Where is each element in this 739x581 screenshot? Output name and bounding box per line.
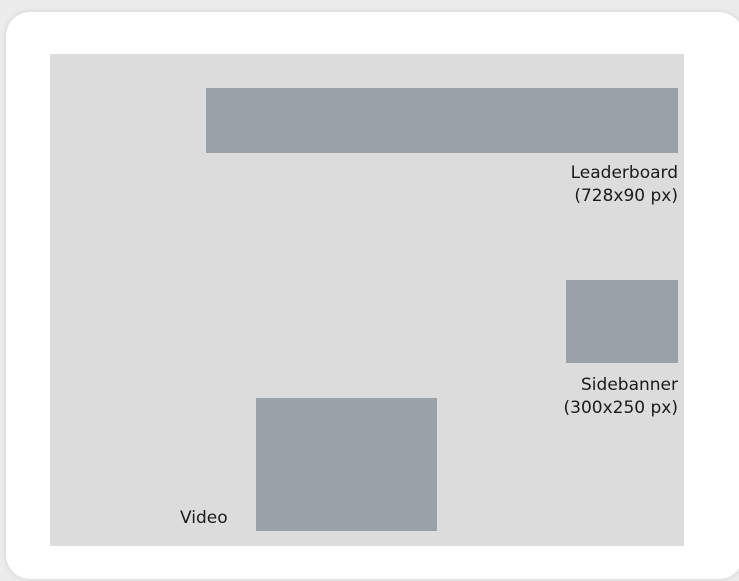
video-label: Video	[180, 507, 228, 530]
card-frame: Leaderboard (728x90 px) Sidebanner (300x…	[6, 12, 739, 579]
video-ad-slot	[256, 398, 437, 531]
video-name: Video	[180, 508, 228, 528]
leaderboard-label: Leaderboard (728x90 px)	[571, 162, 678, 208]
ad-layout-canvas: Leaderboard (728x90 px) Sidebanner (300x…	[50, 54, 684, 546]
sidebanner-size: (300x250 px)	[563, 398, 678, 418]
sidebanner-label: Sidebanner (300x250 px)	[564, 374, 678, 420]
leaderboard-size: (728x90 px)	[574, 186, 678, 206]
leaderboard-ad-slot	[206, 88, 678, 153]
sidebanner-name: Sidebanner	[581, 375, 678, 395]
sidebanner-ad-slot	[566, 280, 678, 363]
leaderboard-name: Leaderboard	[570, 163, 678, 183]
